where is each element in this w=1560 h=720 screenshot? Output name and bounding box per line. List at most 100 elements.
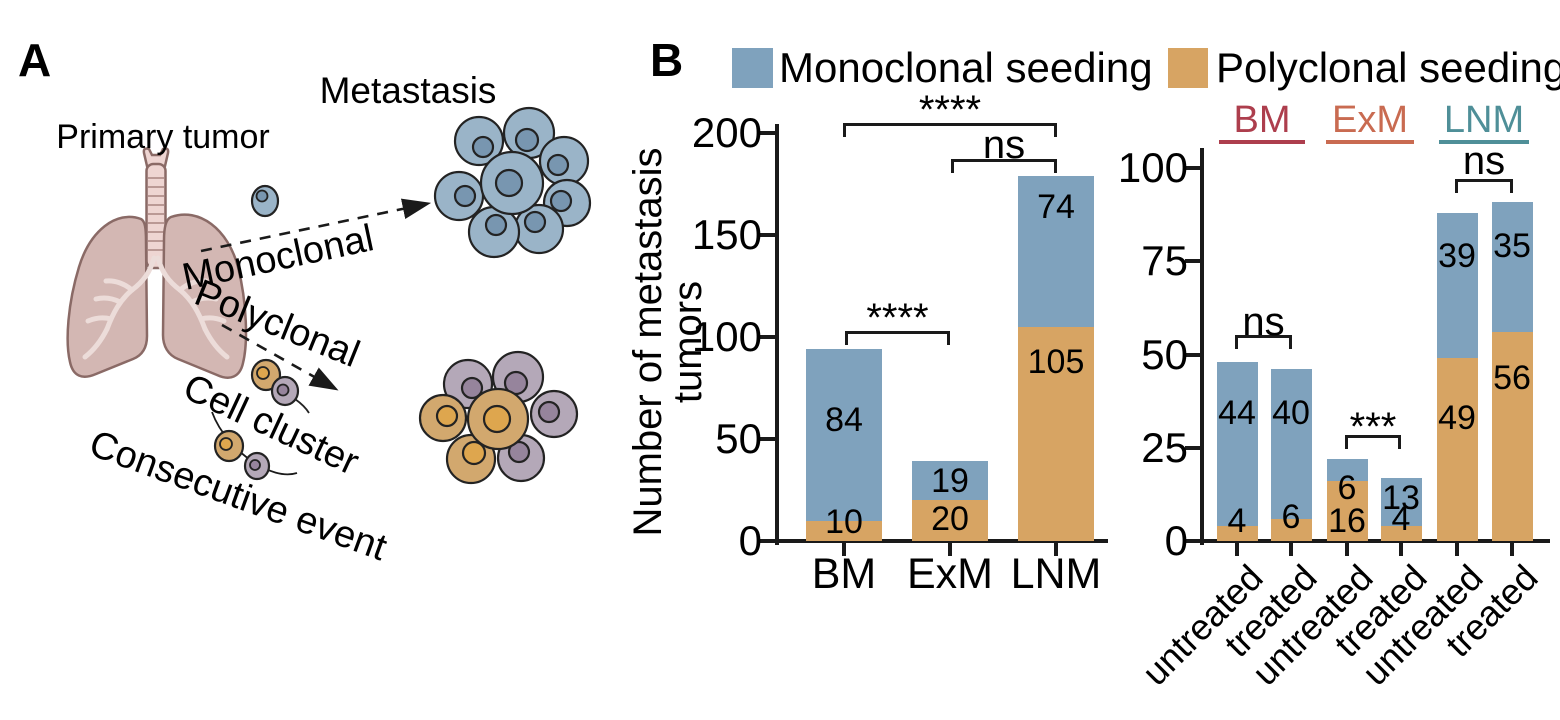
significance-bracket-tick	[1345, 435, 1348, 449]
significance-label: ns	[982, 123, 1026, 167]
y-tick-label: 50	[715, 415, 762, 462]
bar-segment-polyclonal	[1270, 518, 1312, 541]
legend-swatch-monoclonal	[732, 48, 773, 88]
x-tick	[1510, 543, 1514, 556]
x-axis	[1200, 539, 1550, 543]
y-tick	[1185, 166, 1200, 170]
y-tick	[760, 539, 775, 543]
significance-bracket	[951, 159, 1057, 162]
x-tick	[1345, 543, 1349, 556]
bar-value-monoclonal: 39	[1438, 237, 1476, 275]
legend-label-polyclonal: Polyclonal seeding	[1216, 44, 1560, 91]
bar-segment-polyclonal	[912, 500, 988, 541]
y-tick-label: 25	[1141, 423, 1188, 471]
y-tick-label: 100	[1117, 144, 1188, 191]
bar-segment-polyclonal	[1018, 326, 1094, 541]
y-tick	[1185, 539, 1200, 543]
bar-segment-polyclonal	[806, 520, 882, 541]
bar-segment-polyclonal	[1491, 332, 1533, 541]
polyclonal-metastasis-cluster	[418, 350, 579, 485]
consecutive-event-illustration	[211, 411, 298, 481]
single-cell-illustration	[250, 184, 280, 218]
significance-bracket	[1455, 179, 1513, 182]
bar-value-polyclonal: 56	[1493, 359, 1531, 397]
significance-bracket-tick	[1510, 179, 1513, 193]
significance-bracket-tick	[1054, 159, 1057, 173]
bar-value-polyclonal: 105	[1027, 343, 1085, 381]
significance-bracket	[843, 123, 1057, 126]
bar-segment-monoclonal	[1380, 477, 1422, 527]
bar-value-polyclonal: 6	[1281, 498, 1301, 536]
bar-segment-monoclonal	[1436, 212, 1478, 359]
significance-bracket-tick	[843, 123, 846, 137]
y-tick	[760, 335, 775, 339]
bar-value-monoclonal: 6	[1337, 469, 1357, 507]
bar-segment-polyclonal	[1380, 526, 1422, 541]
significance-label: ****	[866, 296, 929, 340]
y-tick	[760, 233, 775, 237]
bar-value-polyclonal: 20	[931, 500, 969, 538]
bar-value-monoclonal: 84	[825, 401, 863, 439]
bar-value-polyclonal: 16	[1328, 502, 1366, 540]
y-tick-label: 150	[691, 211, 762, 258]
significance-bracket-tick	[1235, 335, 1238, 349]
y-tick	[1185, 445, 1200, 450]
x-tick	[1054, 543, 1058, 556]
significance-bracket-tick	[951, 159, 954, 173]
significance-label: ns	[1462, 139, 1506, 183]
y-tick-label: 0	[1164, 517, 1188, 564]
significance-bracket-tick	[1054, 123, 1057, 137]
bar-segment-monoclonal	[1216, 361, 1258, 527]
panel-a-illustration	[66, 106, 592, 485]
x-tick	[1455, 543, 1459, 556]
y-tick-label: 50	[1141, 330, 1188, 378]
legend-swatch-polyclonal	[1168, 48, 1208, 88]
significance-label: ***	[1349, 405, 1397, 449]
panel-a-label: A	[18, 34, 52, 86]
cell-cluster-illustration	[250, 358, 310, 414]
y-tick	[760, 131, 775, 135]
group-header-underline	[1439, 140, 1529, 144]
bar-value-monoclonal: 40	[1272, 394, 1310, 432]
panel-b-label: B	[650, 34, 684, 86]
bar-segment-monoclonal	[1491, 201, 1533, 333]
primary-tumor-label: Primary tumor	[56, 118, 270, 156]
bar-value-monoclonal: 44	[1218, 394, 1256, 432]
y-tick-label: 100	[691, 313, 762, 360]
group-header: LNM	[1443, 99, 1525, 141]
x-tick	[1235, 543, 1239, 556]
group-header-underline	[1219, 140, 1305, 144]
bar-segment-monoclonal	[1270, 369, 1312, 519]
y-tick-label: 200	[691, 109, 762, 156]
bar-value-monoclonal: 35	[1493, 227, 1531, 265]
group-header-underline	[1326, 140, 1414, 144]
y-tick-label: 75	[1141, 237, 1188, 285]
bar-value-monoclonal: 74	[1037, 188, 1075, 226]
y-tick	[1185, 259, 1200, 264]
x-tick-label: LNM	[1010, 550, 1102, 598]
y-axis	[775, 124, 779, 545]
significance-bracket	[1235, 335, 1292, 338]
significance-bracket-tick	[1455, 179, 1458, 193]
y-tick	[760, 437, 775, 441]
legend-label-monoclonal: Monoclonal seeding	[779, 44, 1153, 91]
bar-value-monoclonal: 19	[931, 462, 969, 500]
bar-value-monoclonal: 13	[1382, 479, 1420, 517]
group-header: ExM	[1332, 99, 1408, 141]
bar-segment-monoclonal	[1326, 458, 1368, 482]
metastasis-label: Metastasis	[319, 70, 497, 111]
significance-bracket-tick	[845, 331, 848, 345]
x-tick	[1289, 543, 1293, 556]
significance-bracket	[845, 331, 950, 334]
bar-segment-monoclonal	[1018, 175, 1094, 327]
lungs-illustration	[66, 147, 248, 379]
bar-value-polyclonal: 4	[1227, 502, 1247, 540]
bar-segment-monoclonal	[912, 461, 988, 501]
polyclonal-arrow	[221, 323, 339, 391]
x-tick-label: BM	[811, 550, 877, 598]
y-axis	[1200, 148, 1204, 545]
significance-label: ns	[1242, 300, 1285, 344]
significance-label: ****	[918, 88, 982, 132]
x-axis	[775, 539, 1108, 543]
